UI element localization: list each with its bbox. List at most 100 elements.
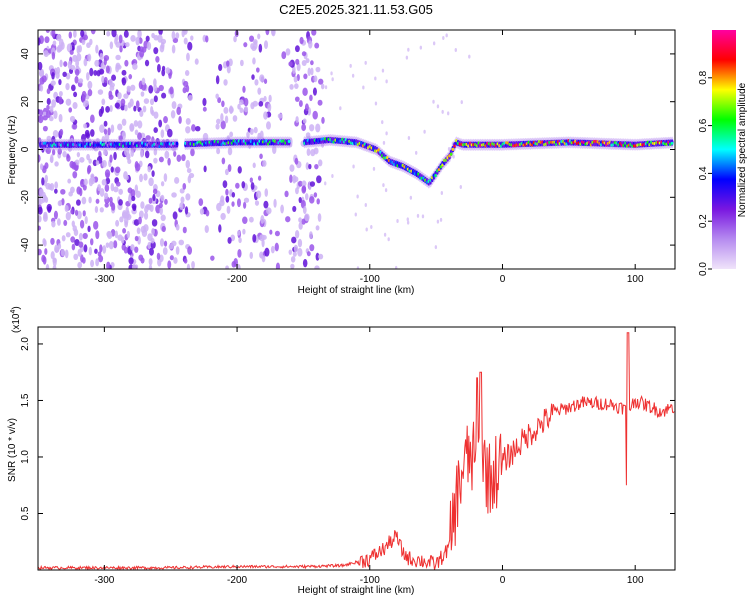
spectrogram-noise-cell (111, 74, 117, 81)
spectrogram-noise-cell (308, 40, 313, 49)
spectrogram-noise-cell (259, 74, 265, 83)
spectrogram-noise-cell (171, 30, 176, 40)
spectrogram-noise-cell (381, 120, 384, 125)
spectrogram-noise-cell (121, 118, 127, 126)
spectrogram-noise-cell (64, 205, 69, 213)
spectrogram-noise-cell (157, 257, 162, 267)
spectrogram-noise-cell (191, 261, 195, 269)
spectrogram-noise-cell (81, 39, 86, 45)
spectrogram-noise-cell (63, 61, 68, 67)
spectrogram-noise-cell (157, 34, 163, 43)
spectrogram-noise-cell (171, 101, 177, 109)
spectrogram-noise-cell (95, 230, 100, 240)
spectrogram-noise-cell (383, 232, 387, 237)
spectrogram-noise-cell (419, 45, 423, 50)
spectrogram-noise-cell (134, 184, 139, 193)
spectrogram-noise-cell (56, 46, 62, 53)
spectrogram-noise-cell (67, 60, 72, 70)
spectrogram-noise-cell (249, 251, 253, 260)
spectrogram-noise-cell (98, 255, 104, 263)
colorbar-tick-label: 0.2 (698, 214, 709, 228)
spectrogram-noise-cell (45, 147, 52, 155)
spectrogram-noise-cell (195, 126, 201, 132)
spectrogram-noise-cell (179, 188, 185, 194)
spectrogram-noise-cell (274, 230, 280, 237)
spectrogram-noise-cell (320, 83, 325, 90)
spectrogram-noise-cell (158, 202, 163, 209)
spectrogram-noise-cell (167, 260, 172, 269)
spectrogram-noise-cell (137, 120, 143, 129)
spectrogram-noise-cell (119, 45, 123, 53)
spectrogram-noise-cell (314, 164, 319, 170)
spectrogram-noise-cell (167, 128, 173, 138)
spectrogram-noise-cell (63, 219, 68, 227)
spectrogram-noise-cell (117, 123, 123, 131)
spectrogram-noise-cell (374, 101, 378, 106)
spectrogram-noise-cell (115, 62, 121, 70)
spectrogram-noise-cell (72, 101, 78, 110)
spectrogram-noise-cell (114, 166, 121, 174)
spectrogram-noise-cell (181, 154, 186, 162)
spectrogram-noise-cell (281, 51, 287, 60)
spectrogram-noise-cell (80, 254, 84, 263)
spectrogram-noise-cell (318, 253, 324, 260)
spectrogram-noise-cell (42, 213, 48, 222)
spectrogram-noise-cell (151, 109, 155, 116)
spectrogram-noise-cell (153, 111, 159, 119)
spectrogram-noise-cell (79, 219, 85, 229)
spectrogram-noise-cell (374, 76, 377, 81)
spectrogram-noise-cell (38, 215, 42, 223)
spectrogram-noise-cell (119, 216, 124, 223)
spectrogram-noise-cell (99, 188, 105, 197)
spectrogram-noise-cell (305, 58, 310, 64)
spectrogram-noise-cell (133, 105, 137, 112)
spectrogram-noise-cell (62, 71, 67, 77)
spectrogram-noise-cell (50, 154, 54, 164)
x-tick-label: -200 (227, 274, 247, 285)
spectrogram-noise-cell (229, 131, 234, 138)
spectrogram-noise-cell (114, 102, 120, 109)
spectrogram-noise-cell (38, 225, 41, 231)
spectrogram-noise-cell (113, 186, 119, 193)
spectrogram-noise-cell (127, 158, 132, 165)
spectrogram-noise-cell (406, 217, 409, 222)
spectrogram-noise-cell (153, 47, 159, 55)
spectrogram-noise-cell (101, 98, 106, 106)
spectrogram-noise-cell (78, 78, 84, 84)
spectrogram-noise-cell (56, 34, 62, 42)
spectrogram-noise-cell (184, 69, 190, 76)
spectrogram-noise-cell (423, 129, 426, 134)
spectrogram-noise-cell (255, 190, 262, 199)
spectrogram-noise-cell (51, 71, 55, 80)
y-tick-label: -20 (20, 190, 31, 205)
spectrogram-noise-cell (74, 209, 79, 216)
spectrogram-noise-cell (46, 203, 52, 212)
spectrogram-noise-cell (370, 225, 373, 230)
spectrogram-noise-cell (58, 91, 63, 97)
spectrogram-noise-cell (123, 30, 129, 38)
spectrogram-noise-cell (153, 127, 158, 134)
y-tick-label: 2.0 (20, 337, 31, 351)
spectrogram-noise-cell (250, 182, 255, 190)
spectrogram-noise-cell (90, 238, 94, 246)
spectrogram-noise-cell (107, 127, 111, 136)
chart-title: C2E5.2025.321.11.53.G05 (279, 2, 433, 17)
spectrogram-noise-cell (38, 61, 43, 71)
spectrogram-noise-cell (254, 200, 260, 206)
spectrogram-noise-cell (387, 237, 390, 242)
spectrogram-noise-cell (170, 110, 176, 119)
spectrogram-noise-cell (84, 215, 88, 225)
spectrogram-noise-cell (176, 154, 182, 162)
spectrogram-noise-cell (318, 78, 324, 85)
spectrogram-noise-cell (108, 94, 114, 100)
spectrogram-noise-cell (142, 105, 147, 113)
spectrogram-noise-cell (104, 184, 110, 192)
spectrogram-noise-cell (115, 219, 120, 227)
spectrogram-noise-cell (302, 87, 308, 96)
spectrogram-noise-cell (128, 74, 133, 80)
spectrogram-noise-cell (242, 85, 246, 93)
spectrogram-noise-cell (38, 70, 45, 78)
spectrogram-noise-cell (118, 199, 123, 206)
spectrogram-noise-cell (183, 258, 188, 264)
spectrogram-noise-cell (70, 236, 76, 243)
